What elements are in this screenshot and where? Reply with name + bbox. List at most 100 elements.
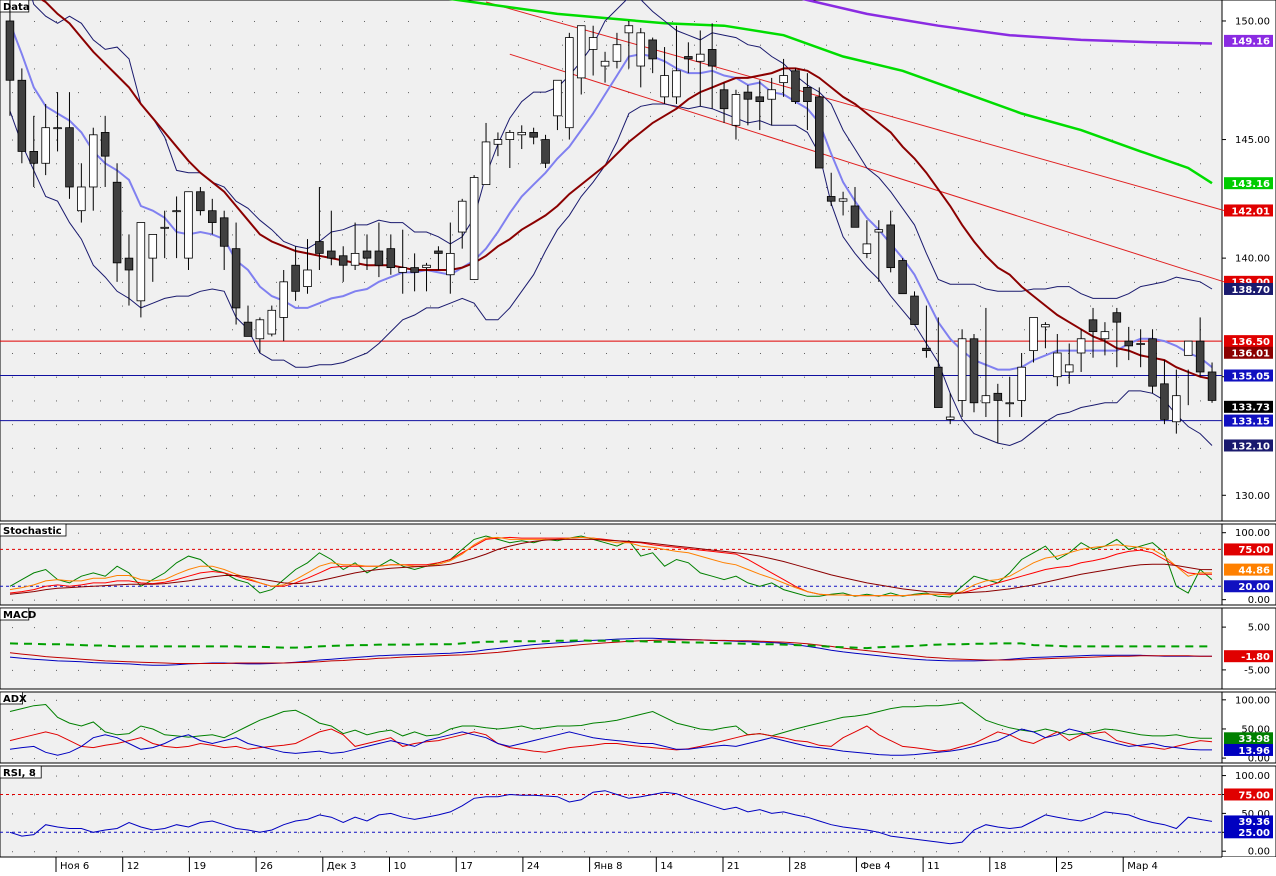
grid-dot <box>540 728 541 730</box>
grid-dot <box>1068 258 1069 260</box>
grid-dot <box>496 329 497 331</box>
candle-body <box>553 79 562 117</box>
grid-dot <box>760 210 761 212</box>
grid-dot <box>1134 627 1135 629</box>
grid-dot <box>210 424 211 426</box>
grid-dot <box>1156 495 1157 497</box>
grid-dot <box>276 139 277 141</box>
grid-dot <box>1156 20 1157 22</box>
grid-dot <box>892 139 893 141</box>
grid-dot <box>1002 495 1003 497</box>
grid-dot <box>518 305 519 307</box>
grid-dot <box>1090 163 1091 165</box>
grid-dot <box>782 775 783 777</box>
grid-dot <box>606 699 607 701</box>
grid-dot <box>430 329 431 331</box>
candle-body <box>517 132 527 136</box>
grid-dot <box>826 532 827 534</box>
grid-dot <box>496 775 497 777</box>
grid-dot <box>276 186 277 188</box>
grid-dot <box>738 68 739 70</box>
grid-dot <box>716 495 717 497</box>
grid-dot <box>210 305 211 307</box>
grid-dot <box>342 329 343 331</box>
grid-dot <box>34 400 35 402</box>
grid-dot <box>276 305 277 307</box>
grid-dot <box>694 400 695 402</box>
grid-dot <box>716 68 717 70</box>
grid-dot <box>364 258 365 260</box>
grid-dot <box>672 627 673 629</box>
grid-dot <box>12 699 13 701</box>
grid-dot <box>144 139 145 141</box>
grid-dot <box>386 352 387 354</box>
grid-dot <box>782 699 783 701</box>
grid-dot <box>738 851 739 853</box>
grid-dot <box>232 775 233 777</box>
grid-dot <box>562 115 563 117</box>
grid-dot <box>716 92 717 94</box>
candle-body <box>41 127 50 164</box>
grid-dot <box>848 599 849 601</box>
grid-dot <box>408 424 409 426</box>
y-tick-label: 0.00 <box>1248 595 1270 606</box>
y-tick-label: 145.00 <box>1235 135 1270 146</box>
grid-dot <box>452 186 453 188</box>
grid-dot <box>342 352 343 354</box>
grid-dot <box>408 669 409 671</box>
grid-dot <box>892 329 893 331</box>
grid-dot <box>298 20 299 22</box>
grid-dot <box>980 775 981 777</box>
grid-dot <box>914 68 915 70</box>
grid-dot <box>1002 115 1003 117</box>
candle-body <box>886 224 895 269</box>
grid-dot <box>232 794 233 796</box>
grid-dot <box>628 832 629 834</box>
adx-panel-title-box <box>0 691 24 705</box>
grid-dot <box>12 775 13 777</box>
grid-dot <box>870 471 871 473</box>
grid-dot <box>870 186 871 188</box>
grid-dot <box>276 424 277 426</box>
rsi-panel-frame <box>0 765 1223 858</box>
grid-dot <box>1112 758 1113 760</box>
grid-dot <box>276 68 277 70</box>
grid-dot <box>78 115 79 117</box>
grid-dot <box>1046 471 1047 473</box>
grid-dot <box>1156 139 1157 141</box>
grid-dot <box>1068 210 1069 212</box>
grid-dot <box>826 163 827 165</box>
x-tick-label: 21 <box>727 861 740 872</box>
grid-dot <box>562 832 563 834</box>
grid-dot <box>738 599 739 601</box>
grid-dot <box>914 234 915 236</box>
grid-dot <box>56 115 57 117</box>
grid-dot <box>166 305 167 307</box>
grid-dot <box>958 851 959 853</box>
grid-dot <box>254 115 255 117</box>
grid-dot <box>826 471 827 473</box>
grid-dot <box>474 775 475 777</box>
grid-dot <box>826 92 827 94</box>
grid-dot <box>1156 599 1157 601</box>
grid-dot <box>254 424 255 426</box>
grid-dot <box>430 281 431 283</box>
grid-dot <box>188 68 189 70</box>
grid-dot <box>738 728 739 730</box>
grid-dot <box>518 210 519 212</box>
grid-dot <box>188 281 189 283</box>
grid-dot <box>826 352 827 354</box>
grid-dot <box>1200 400 1201 402</box>
grid-dot <box>958 163 959 165</box>
grid-dot <box>1046 851 1047 853</box>
grid-dot <box>650 258 651 260</box>
grid-dot <box>694 92 695 94</box>
grid-dot <box>232 234 233 236</box>
grid-dot <box>650 115 651 117</box>
grid-dot <box>78 305 79 307</box>
rsi-panel: RSI, 80.0025.0050.0075.00100.0075.0039.3… <box>0 765 1276 858</box>
grid-dot <box>1046 281 1047 283</box>
grid-dot <box>1090 728 1091 730</box>
grid-dot <box>1178 728 1179 730</box>
candle-body <box>53 127 62 130</box>
